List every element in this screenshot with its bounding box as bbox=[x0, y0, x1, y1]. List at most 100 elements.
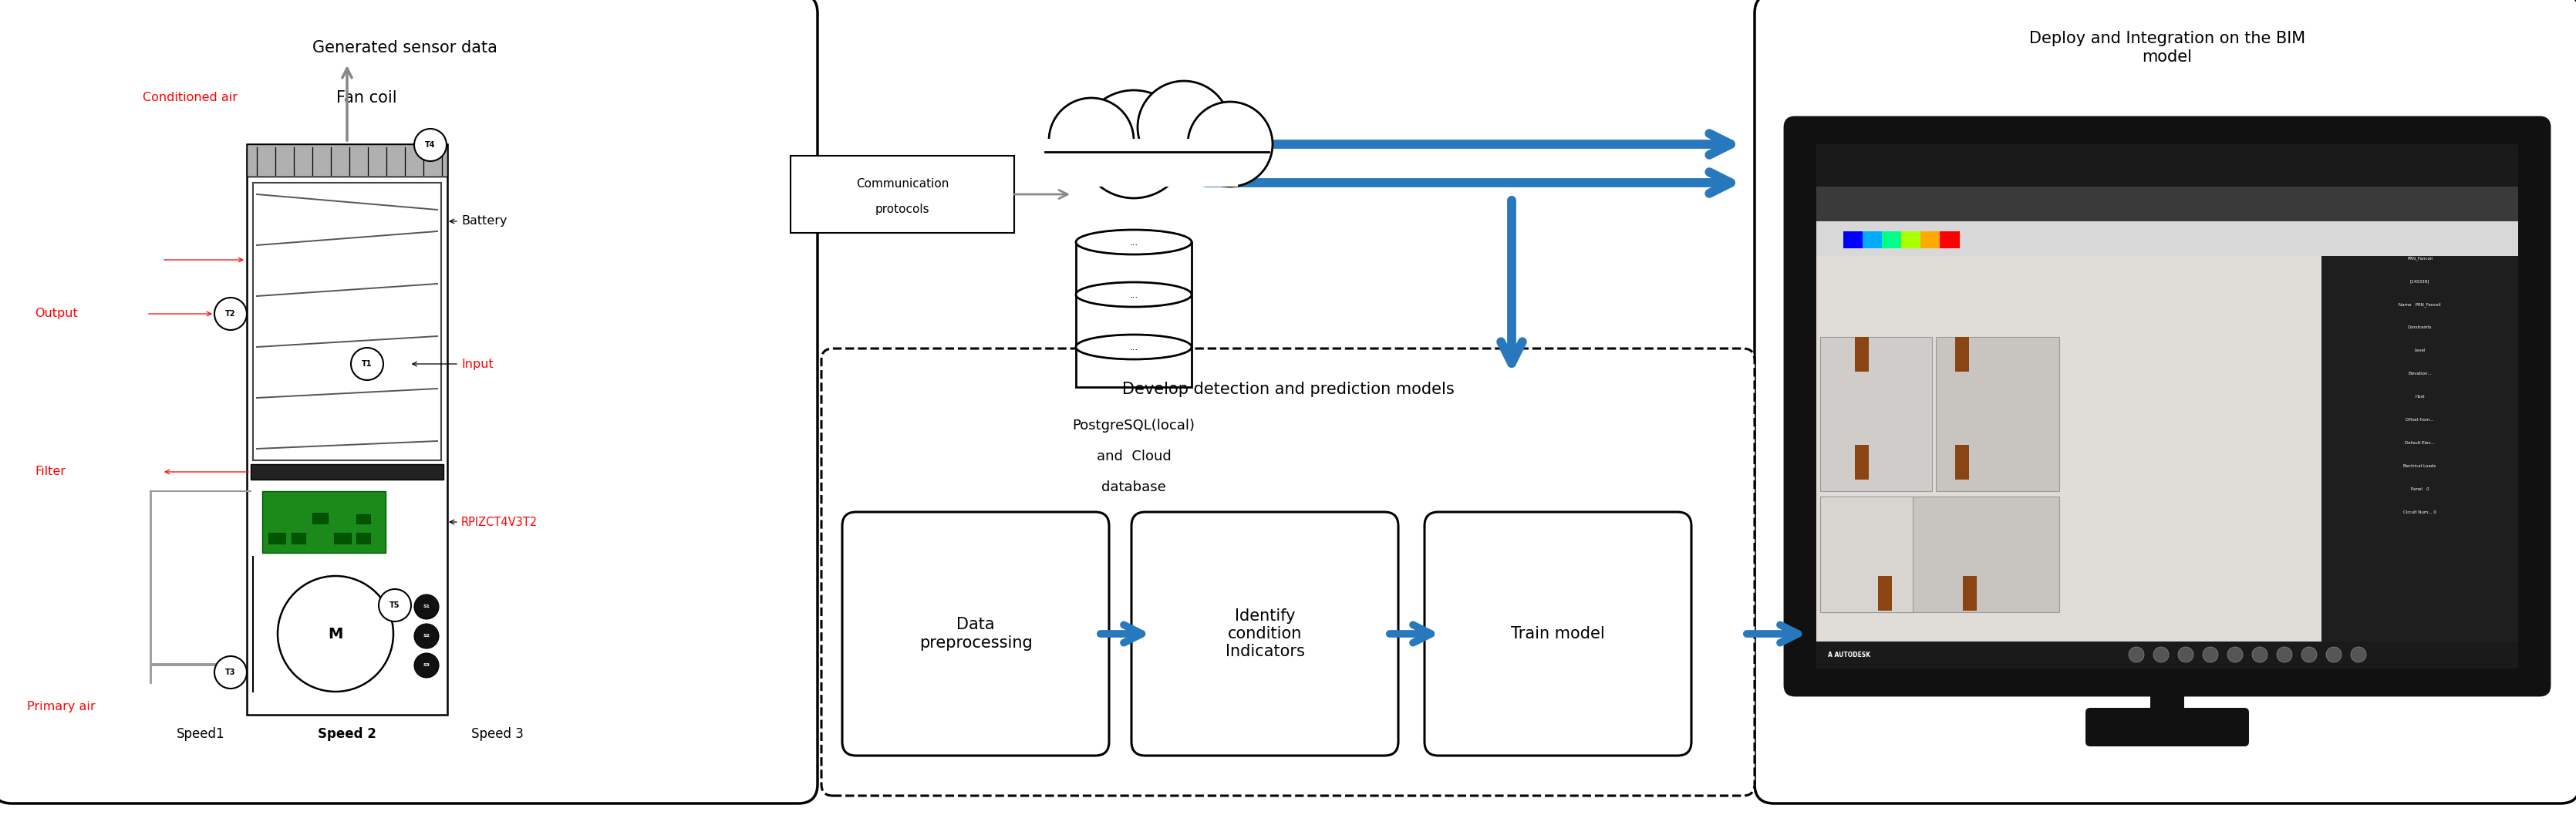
FancyBboxPatch shape bbox=[1862, 231, 1883, 249]
Text: [140338]: [140338] bbox=[2409, 279, 2429, 283]
Text: Conditioned air: Conditioned air bbox=[142, 92, 237, 104]
Text: Develop detection and prediction models: Develop detection and prediction models bbox=[1121, 381, 1453, 397]
Text: Speed 2: Speed 2 bbox=[317, 727, 376, 741]
Text: Filter: Filter bbox=[33, 466, 64, 478]
Text: RPIZCT4V3T2: RPIZCT4V3T2 bbox=[461, 516, 538, 528]
Text: Identify
condition
Indicators: Identify condition Indicators bbox=[1224, 608, 1303, 659]
Circle shape bbox=[1048, 98, 1133, 183]
Circle shape bbox=[214, 297, 247, 330]
FancyBboxPatch shape bbox=[247, 144, 448, 177]
Text: S2: S2 bbox=[422, 634, 430, 638]
Ellipse shape bbox=[1077, 335, 1190, 359]
FancyBboxPatch shape bbox=[1880, 231, 1901, 249]
FancyBboxPatch shape bbox=[1935, 337, 2058, 491]
FancyBboxPatch shape bbox=[268, 533, 286, 544]
Circle shape bbox=[2277, 647, 2293, 663]
Circle shape bbox=[2202, 647, 2218, 663]
Circle shape bbox=[2326, 647, 2342, 663]
Text: Speed 3: Speed 3 bbox=[471, 727, 523, 741]
Text: Output: Output bbox=[33, 308, 77, 319]
Text: Deploy and Integration on the BIM
model: Deploy and Integration on the BIM model bbox=[2027, 31, 2306, 64]
FancyBboxPatch shape bbox=[1131, 512, 1399, 756]
FancyBboxPatch shape bbox=[250, 465, 443, 479]
FancyBboxPatch shape bbox=[1963, 576, 1976, 610]
FancyBboxPatch shape bbox=[2321, 256, 2517, 641]
FancyBboxPatch shape bbox=[1901, 231, 1922, 249]
Text: PostgreSQL(local): PostgreSQL(local) bbox=[1072, 419, 1195, 433]
Circle shape bbox=[1079, 90, 1188, 198]
Text: Primary air: Primary air bbox=[26, 701, 95, 713]
FancyBboxPatch shape bbox=[1842, 231, 1862, 249]
Text: Speed1: Speed1 bbox=[175, 727, 224, 741]
FancyBboxPatch shape bbox=[1425, 512, 1690, 756]
FancyBboxPatch shape bbox=[312, 513, 327, 523]
Text: database: database bbox=[1100, 480, 1167, 494]
Circle shape bbox=[350, 348, 384, 380]
FancyBboxPatch shape bbox=[1819, 496, 2058, 612]
Text: Panel   0: Panel 0 bbox=[2411, 487, 2429, 491]
Text: M: M bbox=[327, 627, 343, 641]
Circle shape bbox=[278, 576, 394, 692]
Text: Circuit Num... 0: Circuit Num... 0 bbox=[2403, 510, 2437, 514]
Text: Battery: Battery bbox=[461, 215, 507, 227]
Text: Electrical-Loads: Electrical-Loads bbox=[2403, 465, 2437, 468]
Circle shape bbox=[2154, 647, 2169, 663]
FancyBboxPatch shape bbox=[822, 349, 1754, 795]
FancyBboxPatch shape bbox=[2148, 661, 2184, 719]
FancyBboxPatch shape bbox=[1041, 139, 1236, 187]
FancyBboxPatch shape bbox=[1816, 256, 2321, 641]
FancyBboxPatch shape bbox=[1955, 445, 1968, 479]
FancyBboxPatch shape bbox=[1819, 337, 1932, 491]
FancyBboxPatch shape bbox=[263, 491, 386, 553]
FancyBboxPatch shape bbox=[355, 514, 371, 523]
FancyBboxPatch shape bbox=[1077, 242, 1190, 387]
Circle shape bbox=[1188, 102, 1273, 187]
Text: ...: ... bbox=[1128, 289, 1139, 300]
Text: T1: T1 bbox=[361, 360, 371, 368]
Text: T4: T4 bbox=[425, 141, 435, 149]
FancyBboxPatch shape bbox=[1819, 496, 1911, 612]
Text: Input: Input bbox=[461, 358, 492, 370]
Text: Data
preprocessing: Data preprocessing bbox=[920, 617, 1033, 650]
FancyBboxPatch shape bbox=[335, 533, 350, 544]
Circle shape bbox=[2349, 647, 2365, 663]
FancyBboxPatch shape bbox=[1940, 231, 1960, 249]
Text: Communication: Communication bbox=[855, 178, 948, 190]
Circle shape bbox=[2300, 647, 2316, 663]
Text: ...: ... bbox=[1128, 342, 1139, 352]
Circle shape bbox=[2177, 647, 2192, 663]
Circle shape bbox=[415, 653, 438, 678]
FancyBboxPatch shape bbox=[252, 183, 440, 460]
FancyBboxPatch shape bbox=[842, 512, 1108, 756]
Text: Offset from...: Offset from... bbox=[2406, 418, 2434, 422]
FancyBboxPatch shape bbox=[1855, 337, 1868, 372]
Text: T3: T3 bbox=[224, 668, 237, 676]
FancyBboxPatch shape bbox=[0, 0, 817, 804]
Text: Fan coil: Fan coil bbox=[335, 90, 397, 106]
Ellipse shape bbox=[1077, 230, 1190, 254]
Text: T5: T5 bbox=[389, 601, 399, 609]
Text: Generated sensor data: Generated sensor data bbox=[312, 40, 497, 55]
FancyBboxPatch shape bbox=[247, 144, 448, 715]
FancyBboxPatch shape bbox=[1816, 144, 2517, 187]
Circle shape bbox=[214, 656, 247, 689]
FancyBboxPatch shape bbox=[1816, 222, 2517, 256]
Text: T2: T2 bbox=[224, 310, 237, 318]
Circle shape bbox=[379, 589, 412, 622]
FancyBboxPatch shape bbox=[1855, 445, 1868, 479]
Text: Name   PRN_Fancoil: Name PRN_Fancoil bbox=[2398, 302, 2439, 306]
Circle shape bbox=[2251, 647, 2267, 663]
Text: Host: Host bbox=[2414, 394, 2424, 399]
FancyBboxPatch shape bbox=[1955, 337, 1968, 372]
FancyBboxPatch shape bbox=[1816, 641, 2517, 668]
Text: PRN_Fancoil: PRN_Fancoil bbox=[2406, 256, 2432, 260]
FancyBboxPatch shape bbox=[1878, 576, 1891, 610]
Text: and  Cloud: and Cloud bbox=[1097, 450, 1170, 464]
Text: Train model: Train model bbox=[1510, 626, 1605, 641]
Text: protocols: protocols bbox=[876, 204, 930, 215]
Ellipse shape bbox=[1077, 282, 1190, 307]
Text: S1: S1 bbox=[422, 605, 430, 609]
FancyBboxPatch shape bbox=[355, 533, 371, 544]
FancyBboxPatch shape bbox=[1754, 0, 2576, 804]
FancyBboxPatch shape bbox=[791, 156, 1015, 233]
